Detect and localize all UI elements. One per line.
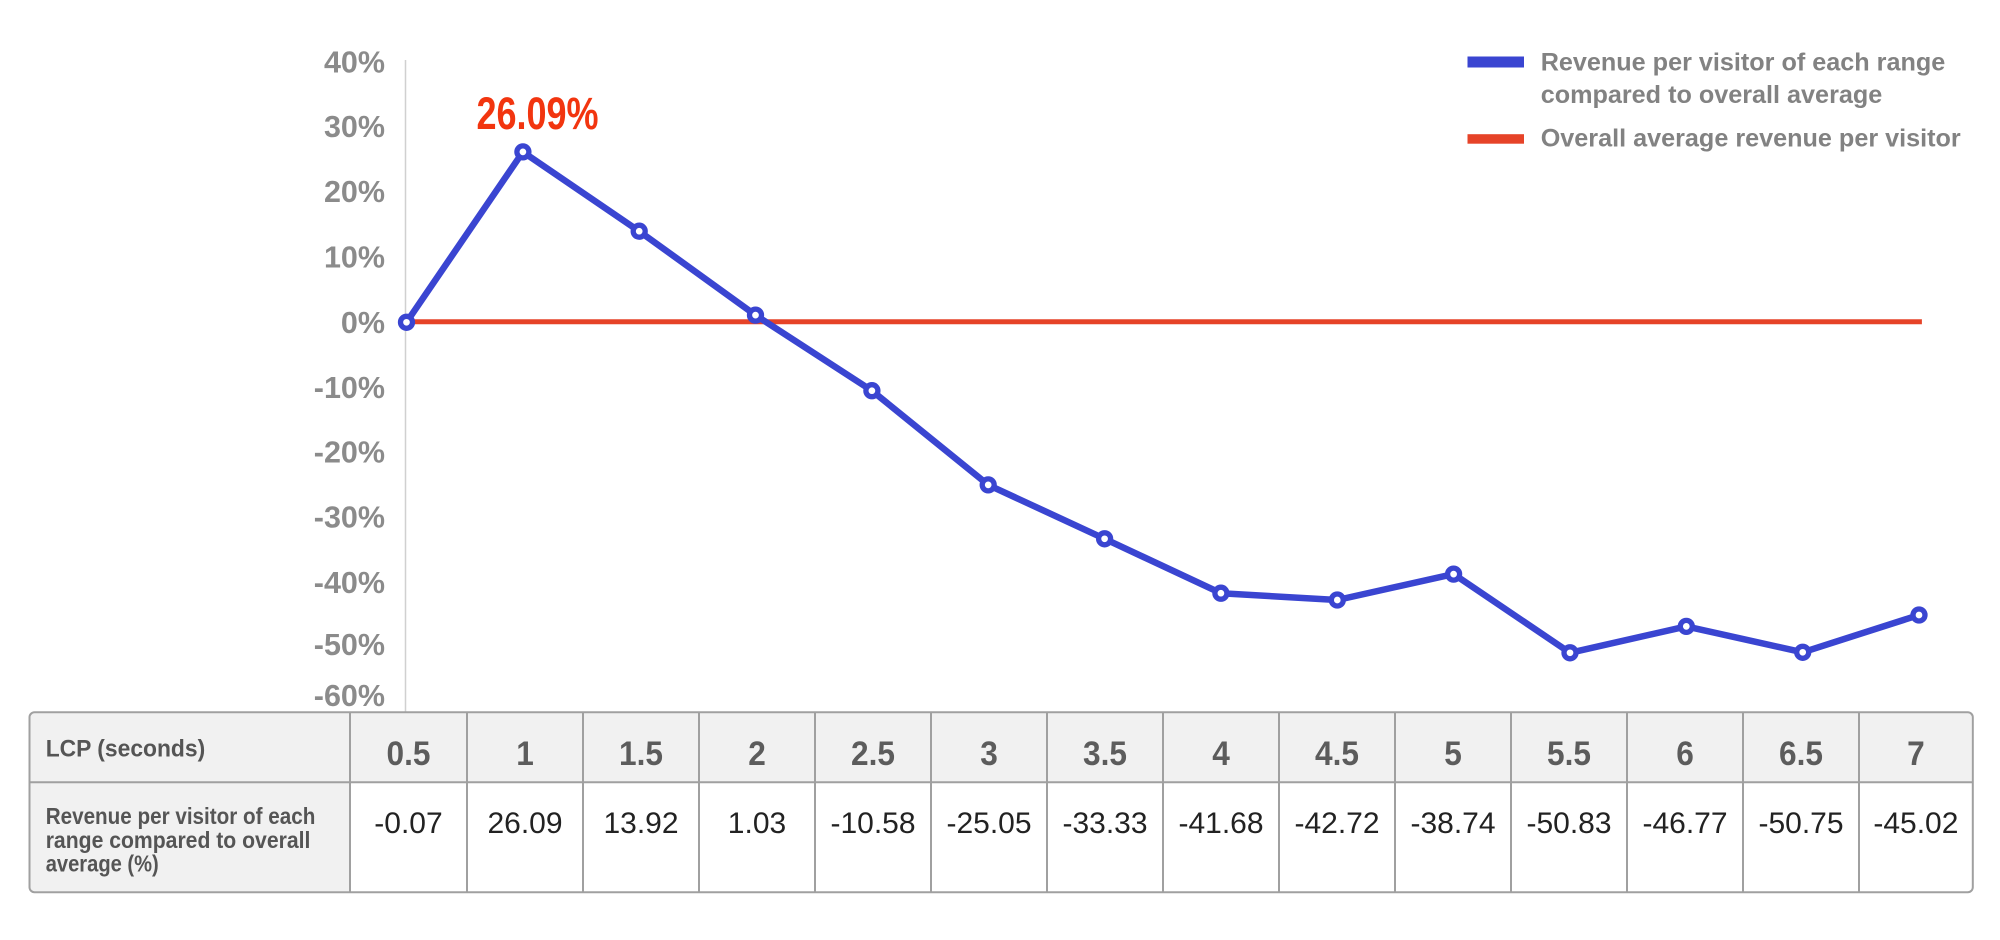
svg-text:-10.58: -10.58 — [830, 807, 915, 840]
svg-text:26.09%: 26.09% — [476, 88, 598, 139]
svg-text:1: 1 — [516, 734, 534, 772]
svg-text:Revenue per visitor of each: Revenue per visitor of each — [46, 803, 316, 830]
svg-text:2.5: 2.5 — [851, 734, 895, 772]
svg-text:-50.75: -50.75 — [1758, 807, 1843, 840]
svg-text:5: 5 — [1444, 734, 1462, 772]
svg-text:10%: 10% — [324, 241, 385, 275]
svg-text:LCP (seconds): LCP (seconds) — [46, 735, 205, 762]
svg-text:7: 7 — [1907, 734, 1925, 772]
svg-text:1.03: 1.03 — [728, 807, 786, 840]
svg-text:4.5: 4.5 — [1315, 734, 1359, 772]
svg-text:average (%): average (%) — [46, 850, 159, 877]
svg-text:6.5: 6.5 — [1779, 734, 1823, 772]
svg-text:13.92: 13.92 — [603, 807, 678, 840]
svg-text:-25.05: -25.05 — [946, 807, 1031, 840]
svg-text:-41.68: -41.68 — [1178, 807, 1263, 840]
svg-text:-45.02: -45.02 — [1873, 807, 1958, 840]
svg-text:-33.33: -33.33 — [1062, 807, 1147, 840]
svg-text:-0.07: -0.07 — [374, 807, 442, 840]
svg-text:2: 2 — [748, 734, 766, 772]
svg-text:compared to overall average: compared to overall average — [1541, 81, 1883, 109]
svg-text:-10%: -10% — [314, 371, 385, 405]
svg-text:-30%: -30% — [314, 501, 385, 535]
svg-text:-40%: -40% — [314, 566, 385, 600]
svg-text:range compared to overall: range compared to overall — [46, 827, 311, 853]
svg-text:Overall average revenue per vi: Overall average revenue per visitor — [1541, 124, 1961, 152]
svg-text:40%: 40% — [324, 46, 385, 80]
svg-text:-50%: -50% — [314, 628, 385, 662]
svg-text:-60%: -60% — [314, 679, 385, 713]
svg-text:3: 3 — [980, 734, 998, 772]
svg-text:0%: 0% — [341, 306, 385, 340]
svg-text:0.5: 0.5 — [387, 734, 431, 772]
svg-text:-42.72: -42.72 — [1294, 807, 1379, 840]
svg-text:6: 6 — [1676, 734, 1694, 772]
svg-text:26.09: 26.09 — [487, 807, 562, 840]
svg-text:-50.83: -50.83 — [1526, 807, 1611, 840]
svg-text:30%: 30% — [324, 110, 385, 144]
svg-text:-20%: -20% — [314, 436, 385, 470]
svg-text:4: 4 — [1212, 734, 1230, 772]
svg-text:1.5: 1.5 — [619, 734, 663, 772]
svg-text:-38.74: -38.74 — [1410, 807, 1495, 840]
svg-text:5.5: 5.5 — [1547, 734, 1591, 772]
svg-text:Revenue per visitor of each ra: Revenue per visitor of each range — [1541, 48, 1946, 76]
svg-text:-46.77: -46.77 — [1642, 807, 1727, 840]
svg-text:3.5: 3.5 — [1083, 734, 1127, 772]
svg-text:20%: 20% — [324, 175, 385, 209]
